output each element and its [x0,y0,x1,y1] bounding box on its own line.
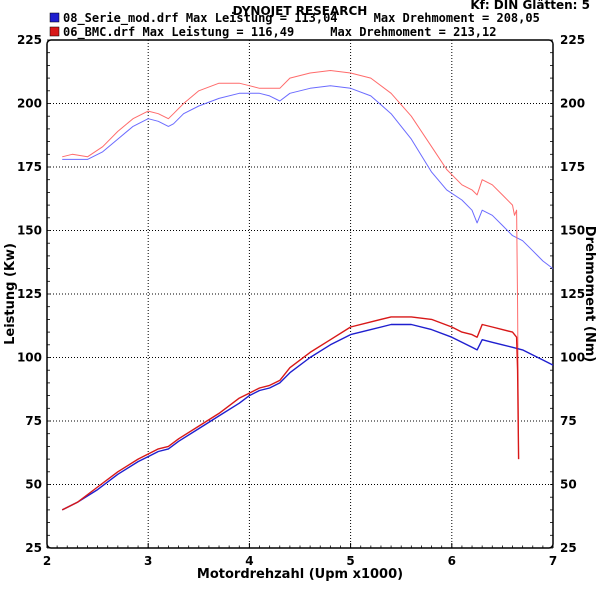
y-tick-label-right: 150 [560,224,585,238]
y-tick-label-left: 200 [17,97,42,111]
y-tick-label-left: 25 [25,541,42,555]
legend-swatch-bmc [49,26,60,37]
x-tick-label: 7 [549,554,557,568]
x-tick-label: 5 [346,554,354,568]
y-tick-label-right: 100 [560,351,585,365]
y-tick-label-right: 25 [560,541,577,555]
series-line-bmc-leistung [61,316,520,511]
series-line-serie-drehmoment [62,85,554,269]
y-tick-label-left: 225 [17,33,42,47]
y-tick-label-left: 50 [25,478,42,492]
y-axis-label-right: Drehmoment (Nm) [582,226,597,362]
legend: 08_Serie_mod.drf Max Leistung = 113,04 M… [49,11,540,40]
x-tick-label: 6 [448,554,456,568]
legend-swatch-serie [49,12,60,23]
y-tick-label-left: 100 [17,351,42,365]
y-tick-label-right: 225 [560,33,585,47]
chart-settings: Kf: DIN Glätten: 5 [470,0,590,12]
chart-title: DYNOJET RESEARCH [233,4,368,18]
y-tick-label-left: 125 [17,287,42,301]
y-tick-label-right: 50 [560,478,577,492]
y-tick-label-left: 150 [17,224,42,238]
y-tick-label-right: 200 [560,97,585,111]
legend-text-serie: 08_Serie_mod.drf Max Leistung = 113,04 M… [63,11,540,26]
y-tick-label-right: 125 [560,287,585,301]
y-tick-label-right: 175 [560,160,585,174]
y-axis-label-left: Leistung (Kw) [3,243,18,345]
series-line-serie-leistung [61,323,554,511]
x-tick-label: 2 [43,554,51,568]
x-axis-label: Motordrehzahl (Upm x1000) [197,567,403,582]
legend-text-bmc: 06_BMC.drf Max Leistung = 116,49 Max Dre… [63,25,496,40]
grid [46,39,554,549]
x-tick-label: 3 [144,554,152,568]
legend-entry-bmc: 06_BMC.drf Max Leistung = 116,49 Max Dre… [49,25,496,40]
y-tick-label-left: 75 [25,414,42,428]
y-tick-label-left: 175 [17,160,42,174]
series-line-bmc-drehmoment [62,70,520,460]
legend-entry-serie: 08_Serie_mod.drf Max Leistung = 113,04 M… [49,11,540,26]
x-tick-label: 4 [245,554,253,568]
series [61,70,554,511]
y-tick-label-right: 75 [560,414,577,428]
